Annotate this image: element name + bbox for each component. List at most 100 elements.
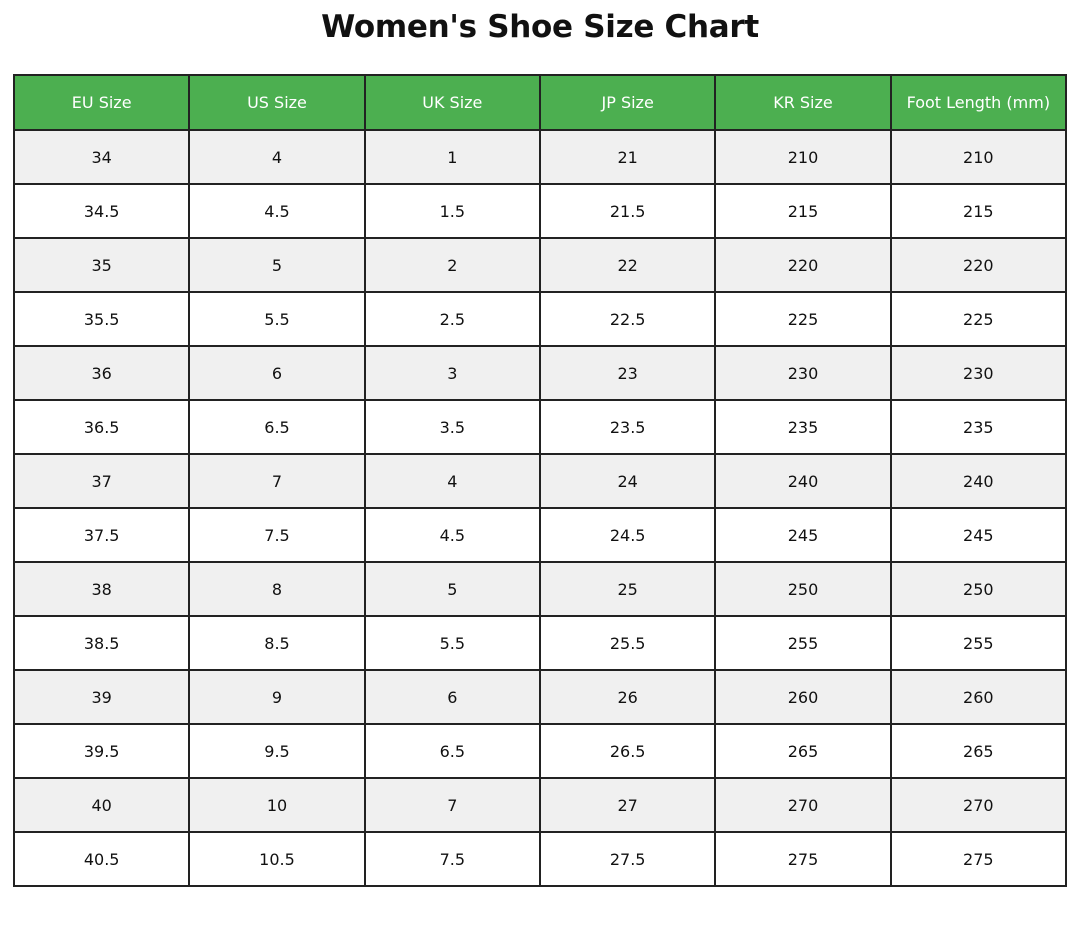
table-cell: 35.5 bbox=[12, 291, 191, 347]
table-cell: 25.5 bbox=[538, 615, 717, 671]
table-cell: 4.5 bbox=[188, 183, 366, 239]
table-cell: 250 bbox=[714, 561, 892, 617]
table-cell: 275 bbox=[714, 831, 892, 887]
table-row: 40 10 7 27 270 270 bbox=[12, 777, 1068, 833]
table-cell: 7.5 bbox=[188, 507, 366, 563]
table-cell: 7 bbox=[363, 777, 541, 833]
table-cell: 220 bbox=[714, 237, 892, 293]
table-cell: 36 bbox=[12, 345, 191, 401]
table-cell: 21 bbox=[538, 129, 717, 185]
table-cell: 260 bbox=[714, 669, 892, 725]
table-cell: 34.5 bbox=[12, 183, 191, 239]
table-row: 35 5 2 22 220 220 bbox=[12, 237, 1068, 293]
table-cell: 38 bbox=[12, 561, 191, 617]
table-cell: 39.5 bbox=[12, 723, 191, 779]
table-cell: 240 bbox=[889, 453, 1068, 509]
table-row: 34 4 1 21 210 210 bbox=[12, 129, 1068, 185]
table-cell: 245 bbox=[714, 507, 892, 563]
table-cell: 40.5 bbox=[12, 831, 191, 887]
table-cell: 235 bbox=[889, 399, 1068, 455]
table-cell: 23.5 bbox=[538, 399, 717, 455]
table-cell: 265 bbox=[714, 723, 892, 779]
table-cell: 1 bbox=[363, 129, 541, 185]
table-cell: 6.5 bbox=[363, 723, 541, 779]
table-cell: 34 bbox=[12, 129, 191, 185]
table-cell: 24 bbox=[538, 453, 717, 509]
table-cell: 25 bbox=[538, 561, 717, 617]
table-cell: 27 bbox=[538, 777, 717, 833]
table-head: EU Size US Size UK Size JP Size KR Size Foot … bbox=[12, 74, 1068, 131]
table-row: 38 8 5 25 250 250 bbox=[12, 561, 1068, 617]
table-cell: 260 bbox=[889, 669, 1068, 725]
table-cell: 3 bbox=[363, 345, 541, 401]
table-cell: 10 bbox=[188, 777, 366, 833]
table-cell: 6 bbox=[188, 345, 366, 401]
header-row: EU Size US Size UK Size JP Size KR Size Foot … bbox=[12, 74, 1068, 131]
table-row: 34.5 4.5 1.5 21.5 215 215 bbox=[12, 183, 1068, 239]
table-cell: 5.5 bbox=[188, 291, 366, 347]
table-cell: 235 bbox=[714, 399, 892, 455]
table-row: 36.5 6.5 3.5 23.5 235 235 bbox=[12, 399, 1068, 455]
table-cell: 37.5 bbox=[12, 507, 191, 563]
table-cell: 4 bbox=[188, 129, 366, 185]
size-table: EU Size US Size UK Size JP Size KR Size Foot … bbox=[12, 74, 1068, 887]
table-body: 34 4 1 21 210 210 34.5 4.5 1.5 21.5 215 215 35 5 2 22 22… bbox=[12, 129, 1068, 887]
table-row: 35.5 5.5 2.5 22.5 225 225 bbox=[12, 291, 1068, 347]
table-cell: 9 bbox=[188, 669, 366, 725]
column-header: UK Size bbox=[363, 74, 541, 131]
table-cell: 2 bbox=[363, 237, 541, 293]
table-cell: 7 bbox=[188, 453, 366, 509]
table-cell: 21.5 bbox=[538, 183, 717, 239]
table-cell: 1.5 bbox=[363, 183, 541, 239]
column-header: JP Size bbox=[538, 74, 717, 131]
table-cell: 8 bbox=[188, 561, 366, 617]
table-cell: 22.5 bbox=[538, 291, 717, 347]
table-cell: 265 bbox=[889, 723, 1068, 779]
table-cell: 5 bbox=[188, 237, 366, 293]
table-cell: 230 bbox=[889, 345, 1068, 401]
table-cell: 40 bbox=[12, 777, 191, 833]
table-row: 38.5 8.5 5.5 25.5 255 255 bbox=[12, 615, 1068, 671]
column-header: KR Size bbox=[714, 74, 892, 131]
table-cell: 6.5 bbox=[188, 399, 366, 455]
table-cell: 250 bbox=[889, 561, 1068, 617]
column-header: US Size bbox=[188, 74, 366, 131]
table-row: 37.5 7.5 4.5 24.5 245 245 bbox=[12, 507, 1068, 563]
table-cell: 26 bbox=[538, 669, 717, 725]
table-cell: 240 bbox=[714, 453, 892, 509]
table-row: 37 7 4 24 240 240 bbox=[12, 453, 1068, 509]
table-row: 40.5 10.5 7.5 27.5 275 275 bbox=[12, 831, 1068, 887]
table-cell: 36.5 bbox=[12, 399, 191, 455]
table-cell: 245 bbox=[889, 507, 1068, 563]
table-cell: 37 bbox=[12, 453, 191, 509]
table-cell: 225 bbox=[889, 291, 1068, 347]
table-cell: 9.5 bbox=[188, 723, 366, 779]
column-header: EU Size bbox=[12, 74, 191, 131]
page-title: Women's Shoe Size Chart bbox=[321, 9, 759, 45]
table-cell: 10.5 bbox=[188, 831, 366, 887]
table-cell: 210 bbox=[889, 129, 1068, 185]
table-cell: 4.5 bbox=[363, 507, 541, 563]
table-row: 39.5 9.5 6.5 26.5 265 265 bbox=[12, 723, 1068, 779]
table-cell: 210 bbox=[714, 129, 892, 185]
table-cell: 35 bbox=[12, 237, 191, 293]
table-cell: 255 bbox=[714, 615, 892, 671]
table-cell: 2.5 bbox=[363, 291, 541, 347]
table-cell: 8.5 bbox=[188, 615, 366, 671]
table-cell: 5 bbox=[363, 561, 541, 617]
table-cell: 220 bbox=[889, 237, 1068, 293]
column-header: Foot Length (mm) bbox=[889, 74, 1068, 131]
table-cell: 23 bbox=[538, 345, 717, 401]
table-cell: 22 bbox=[538, 237, 717, 293]
table-cell: 38.5 bbox=[12, 615, 191, 671]
table-cell: 3.5 bbox=[363, 399, 541, 455]
table-cell: 215 bbox=[714, 183, 892, 239]
table-cell: 27.5 bbox=[538, 831, 717, 887]
table-cell: 26.5 bbox=[538, 723, 717, 779]
table-cell: 24.5 bbox=[538, 507, 717, 563]
table-row: 36 6 3 23 230 230 bbox=[12, 345, 1068, 401]
table-cell: 6 bbox=[363, 669, 541, 725]
table-cell: 7.5 bbox=[363, 831, 541, 887]
table-cell: 230 bbox=[714, 345, 892, 401]
